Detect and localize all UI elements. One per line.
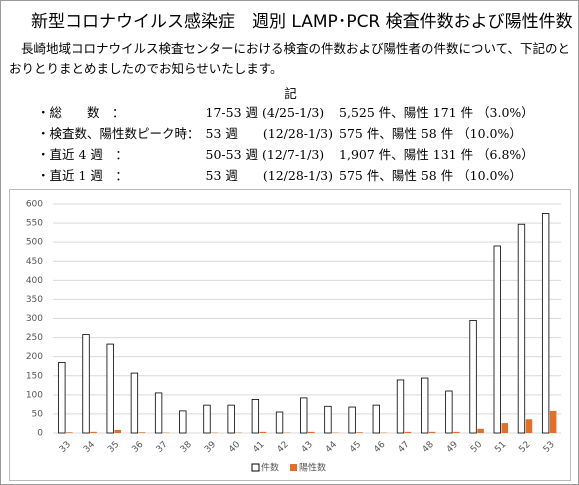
bar (130, 372, 139, 434)
summary-cell: 575 件、陽性 58 件 （10.0%） (339, 126, 522, 141)
legend-swatch (251, 463, 260, 472)
y-tick-label: 600 (26, 200, 43, 210)
bar (445, 390, 453, 434)
x-tick-label: 50 (469, 440, 484, 455)
summary-row: ・総 数 ： 17-53 週 (4/25-1/3) 5,525 件、陽性 171 件… (37, 101, 540, 122)
x-tick-label: 45 (348, 440, 363, 455)
summary-row: ・検査数、陽性数ピーク時： 53 週 (12/28-1/3) 575 件、陽性 58… (37, 122, 540, 143)
bar (372, 404, 380, 434)
x-tick-label: 38 (179, 440, 194, 455)
bar (275, 411, 284, 434)
x-tick-label: 39 (203, 440, 218, 455)
bar (114, 429, 122, 433)
bar (203, 404, 211, 434)
bar (179, 410, 187, 434)
y-tick-label: 300 (26, 314, 43, 324)
x-tick-label: 49 (445, 440, 460, 455)
summary-row: ・直近 1 週 ： 53 週 (12/28-1/3) 575 件、陽性 58 件 （… (37, 164, 540, 185)
summary-cell: 50-53 週 (12/7-1/3) (205, 147, 325, 162)
summary-cell: ・検査数、陽性数ピーク時： (37, 126, 200, 141)
x-tick-label: 40 (227, 440, 242, 455)
bar (477, 428, 484, 433)
legend-label: 陽性数 (299, 462, 326, 474)
bar (453, 431, 460, 433)
bar (356, 432, 363, 433)
y-tick-label: 400 (26, 276, 43, 286)
bar (421, 377, 429, 434)
x-tick-label: 33 (58, 440, 73, 455)
summary-row: ・直近 4 週 ： 50-53 週 (12/7-1/3) 1,907 件、陽性 13… (37, 143, 540, 164)
bar (300, 397, 308, 434)
summary-cell: 1,907 件、陽性 131 件 （6.8%） (339, 147, 534, 162)
summary-cell: 575 件、陽性 58 件 （10.0%） (339, 168, 522, 183)
x-tick-label: 53 (542, 440, 557, 455)
bar (106, 343, 114, 434)
x-tick-label: 46 (372, 440, 387, 455)
chart: 0 50 100 150 200 250 300 350 400 450 500 550 600 33 34… (9, 189, 571, 481)
bar (493, 245, 501, 434)
x-tick-label: 52 (517, 440, 532, 455)
legend-swatch (290, 464, 298, 471)
bar (66, 432, 73, 433)
summary-cell: ・総 数 ： (37, 105, 125, 120)
summary-cell: ・直近 4 週 ： (37, 147, 128, 162)
bar (90, 431, 97, 433)
bar (396, 379, 405, 434)
summary-cell: ・直近 1 週 ： (37, 168, 128, 183)
bar (404, 431, 412, 433)
bar (227, 404, 235, 434)
summary-cell: 5,525 件、陽性 171 件 （3.0%） (339, 105, 534, 120)
summary-cell: 17-53 週 (4/25-1/3) (205, 105, 325, 120)
title: 新型コロナウイルス感染症 週別 LAMP･PCR 検査件数および陽性件数 (31, 12, 573, 32)
bar (501, 423, 509, 433)
x-tick-label: 51 (493, 440, 508, 455)
ki: 記 (284, 86, 297, 101)
y-tick-label: 200 (26, 352, 43, 362)
legend-label: 件数 (261, 462, 279, 474)
x-tick-label: 35 (106, 440, 121, 455)
y-tick-label: 550 (26, 219, 43, 229)
bar (251, 399, 260, 434)
bar (469, 320, 477, 434)
bar (549, 410, 557, 433)
bar (308, 431, 315, 433)
bar (259, 431, 267, 433)
y-tick-label: 250 (26, 333, 43, 343)
bar (541, 213, 550, 434)
bar (58, 361, 66, 434)
x-tick-label: 47 (397, 440, 412, 455)
bar (138, 432, 146, 433)
x-tick-label: 36 (130, 440, 145, 455)
x-tick-label: 41 (251, 440, 266, 455)
y-tick-label: 100 (26, 390, 43, 400)
x-tick-label: 37 (155, 440, 170, 455)
bar (324, 405, 332, 434)
chart-frame (9, 189, 571, 481)
x-tick-label: 48 (421, 440, 436, 455)
y-tick-label: 0 (37, 429, 43, 439)
summary-cell: 53 週 (12/28-1/3) (205, 168, 334, 183)
bar (525, 419, 533, 433)
y-tick-label: 350 (26, 295, 43, 305)
x-tick-label: 42 (276, 440, 291, 455)
bar (517, 223, 526, 434)
summary-cell: 53 週 (12/28-1/3) (205, 126, 334, 141)
x-tick-label: 34 (82, 440, 97, 455)
bar (348, 406, 356, 434)
x-tick-label: 43 (300, 440, 315, 455)
intro: 長崎地域コロナウイルス検査センターにおける検査の件数および陽性者の件数について、… (9, 41, 571, 76)
summary-table: ・総 数 ： 17-53 週 (4/25-1/3) 5,525 件、陽性 171 件… (37, 101, 540, 185)
bar (154, 392, 163, 434)
y-tick-label: 150 (26, 371, 43, 381)
y-tick-label: 500 (26, 238, 43, 248)
y-tick-label: 450 (26, 257, 43, 267)
bar (428, 431, 436, 433)
bar (82, 334, 90, 434)
x-tick-label: 44 (324, 440, 339, 455)
y-tick-label: 50 (32, 409, 44, 419)
